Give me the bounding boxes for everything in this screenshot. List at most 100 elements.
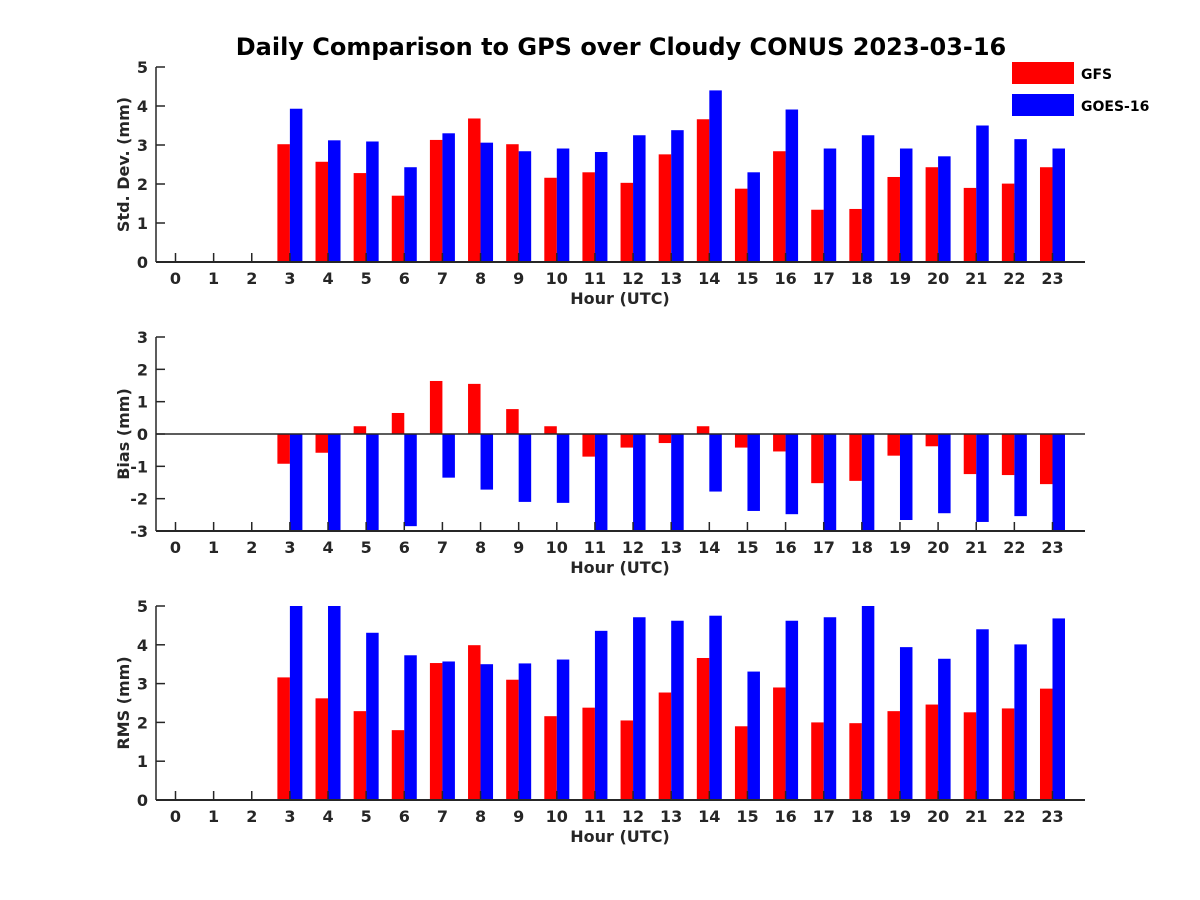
figure-title: Daily Comparison to GPS over Cloudy CONU… [236, 33, 1007, 61]
bar-goes16-hour-16 [785, 109, 799, 262]
x-axis-label: Hour (UTC) [570, 289, 670, 308]
bar-goes16-hour-8 [480, 142, 494, 262]
bar-goes16-hour-14 [709, 90, 722, 263]
x-tick-label: 4 [322, 807, 333, 826]
x-tick-label: 23 [1041, 269, 1063, 288]
bar-goes16-hour-3 [289, 434, 303, 531]
x-tick-label: 22 [1003, 807, 1025, 826]
y-tick-label: 3 [137, 136, 148, 155]
bar-goes16-hour-21 [976, 434, 989, 522]
bar-gfs-hour-20 [925, 434, 939, 447]
x-tick-label: 9 [513, 538, 524, 557]
bar-gfs-hour-8 [468, 383, 481, 434]
bar-goes16-hour-22 [1014, 139, 1027, 262]
bar-goes16-hour-12 [633, 434, 646, 531]
x-tick-label: 5 [361, 538, 372, 557]
bar-goes16-hour-11 [594, 434, 608, 531]
bar-goes16-hour-11 [594, 152, 608, 262]
bar-goes16-hour-15 [747, 172, 760, 262]
x-tick-label: 15 [736, 807, 758, 826]
bar-gfs-hour-23 [1039, 434, 1053, 485]
y-tick-label: 5 [137, 58, 148, 77]
x-tick-label: 3 [284, 269, 295, 288]
legend-label-goes16: GOES-16 [1081, 99, 1149, 115]
bar-goes16-hour-9 [518, 663, 532, 800]
bar-goes16-hour-8 [480, 664, 494, 800]
x-tick-label: 6 [399, 269, 410, 288]
bar-goes16-hour-22 [1014, 644, 1027, 800]
bar-goes16-hour-18 [861, 434, 875, 531]
x-tick-label: 2 [246, 807, 257, 826]
bar-goes16-hour-13 [671, 620, 684, 800]
y-tick-label: -2 [130, 490, 148, 509]
x-tick-label: 18 [851, 538, 873, 557]
bar-goes16-hour-19 [899, 434, 913, 521]
bar-goes16-hour-11 [594, 630, 608, 800]
bar-goes16-hour-13 [671, 434, 684, 531]
bar-gfs-hour-19 [887, 176, 900, 262]
bar-goes16-hour-23 [1052, 148, 1065, 262]
x-tick-label: 17 [813, 269, 835, 288]
x-tick-label: 13 [660, 807, 682, 826]
bar-gfs-hour-4 [315, 434, 329, 453]
y-tick-label: 2 [137, 713, 148, 732]
x-tick-label: 2 [246, 538, 257, 557]
bar-goes16-hour-3 [289, 108, 303, 262]
bar-gfs-hour-23 [1039, 688, 1053, 800]
x-tick-label: 7 [437, 269, 448, 288]
bar-gfs-hour-7 [429, 139, 443, 262]
bar-goes16-hour-5 [366, 632, 379, 800]
bar-gfs-hour-18 [849, 208, 862, 262]
y-tick-label: 1 [137, 752, 148, 771]
bar-gfs-hour-15 [734, 726, 748, 800]
x-tick-label: 0 [170, 269, 181, 288]
bar-gfs-hour-21 [963, 187, 977, 262]
bar-gfs-hour-16 [773, 151, 786, 262]
bar-gfs-hour-9 [506, 409, 519, 434]
bar-goes16-hour-14 [709, 434, 722, 492]
bar-goes16-hour-15 [747, 671, 760, 800]
bar-goes16-hour-19 [899, 148, 913, 262]
bar-gfs-hour-5 [353, 426, 367, 434]
bar-gfs-hour-11 [582, 434, 595, 457]
bar-gfs-hour-23 [1039, 167, 1053, 262]
bar-gfs-hour-5 [353, 173, 367, 262]
bar-goes16-hour-21 [976, 629, 989, 800]
bar-goes16-hour-12 [633, 135, 646, 262]
bar-gfs-hour-19 [887, 434, 900, 456]
bar-gfs-hour-19 [887, 711, 900, 800]
legend-swatch-goes16 [1012, 94, 1074, 116]
x-tick-label: 19 [889, 807, 911, 826]
x-tick-label: 15 [736, 269, 758, 288]
y-tick-label: 1 [137, 214, 148, 233]
bar-gfs-hour-3 [277, 677, 290, 800]
x-tick-label: 21 [965, 538, 987, 557]
bar-gfs-hour-18 [849, 723, 862, 800]
bar-gfs-hour-6 [391, 412, 405, 434]
bar-gfs-hour-13 [658, 692, 672, 800]
x-tick-label: 6 [399, 538, 410, 557]
x-tick-label: 11 [584, 538, 606, 557]
y-tick-label: 2 [137, 360, 148, 379]
bar-gfs-hour-9 [506, 679, 519, 800]
y-tick-label: 0 [137, 791, 148, 810]
x-tick-label: 8 [475, 538, 486, 557]
bar-gfs-hour-3 [277, 434, 290, 464]
bar-gfs-hour-4 [315, 698, 329, 800]
bar-gfs-hour-12 [620, 182, 634, 262]
bar-gfs-hour-17 [811, 434, 824, 484]
bar-goes16-hour-16 [785, 620, 799, 800]
bar-gfs-hour-17 [811, 209, 824, 262]
bar-gfs-hour-22 [1001, 708, 1015, 800]
x-tick-label: 17 [813, 807, 835, 826]
legend: GFS GOES-16 [1012, 62, 1149, 116]
x-tick-label: 11 [584, 269, 606, 288]
x-tick-label: 14 [698, 269, 720, 288]
bar-gfs-hour-11 [582, 707, 595, 800]
bar-goes16-hour-18 [861, 606, 875, 800]
bar-gfs-hour-10 [544, 716, 557, 800]
x-tick-label: 8 [475, 807, 486, 826]
x-tick-label: 9 [513, 269, 524, 288]
x-tick-label: 21 [965, 269, 987, 288]
